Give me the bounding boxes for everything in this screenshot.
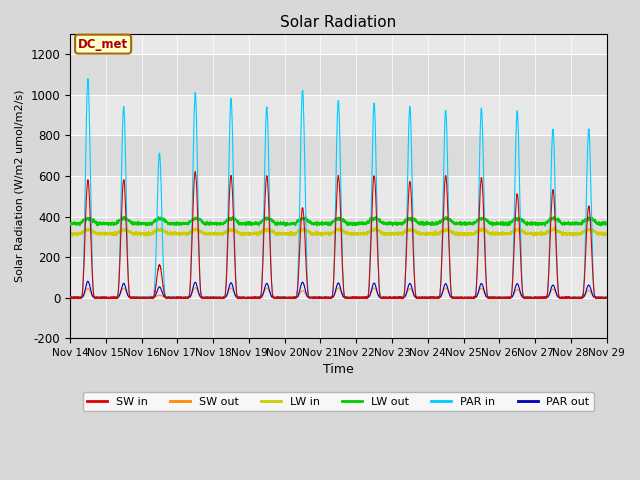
Bar (70, 135, 607, 176)
Title: Solar Radiation: Solar Radiation (280, 15, 396, 30)
Y-axis label: Solar Radiation (W/m2 umol/m2/s): Solar Radiation (W/m2 umol/m2/s) (15, 90, 25, 282)
Text: DC_met: DC_met (78, 37, 128, 50)
Bar (70, 54, 607, 95)
X-axis label: Time: Time (323, 363, 354, 376)
Bar (70, 298, 607, 338)
Legend: SW in, SW out, LW in, LW out, PAR in, PAR out: SW in, SW out, LW in, LW out, PAR in, PA… (83, 393, 594, 411)
Bar (70, 216, 607, 257)
